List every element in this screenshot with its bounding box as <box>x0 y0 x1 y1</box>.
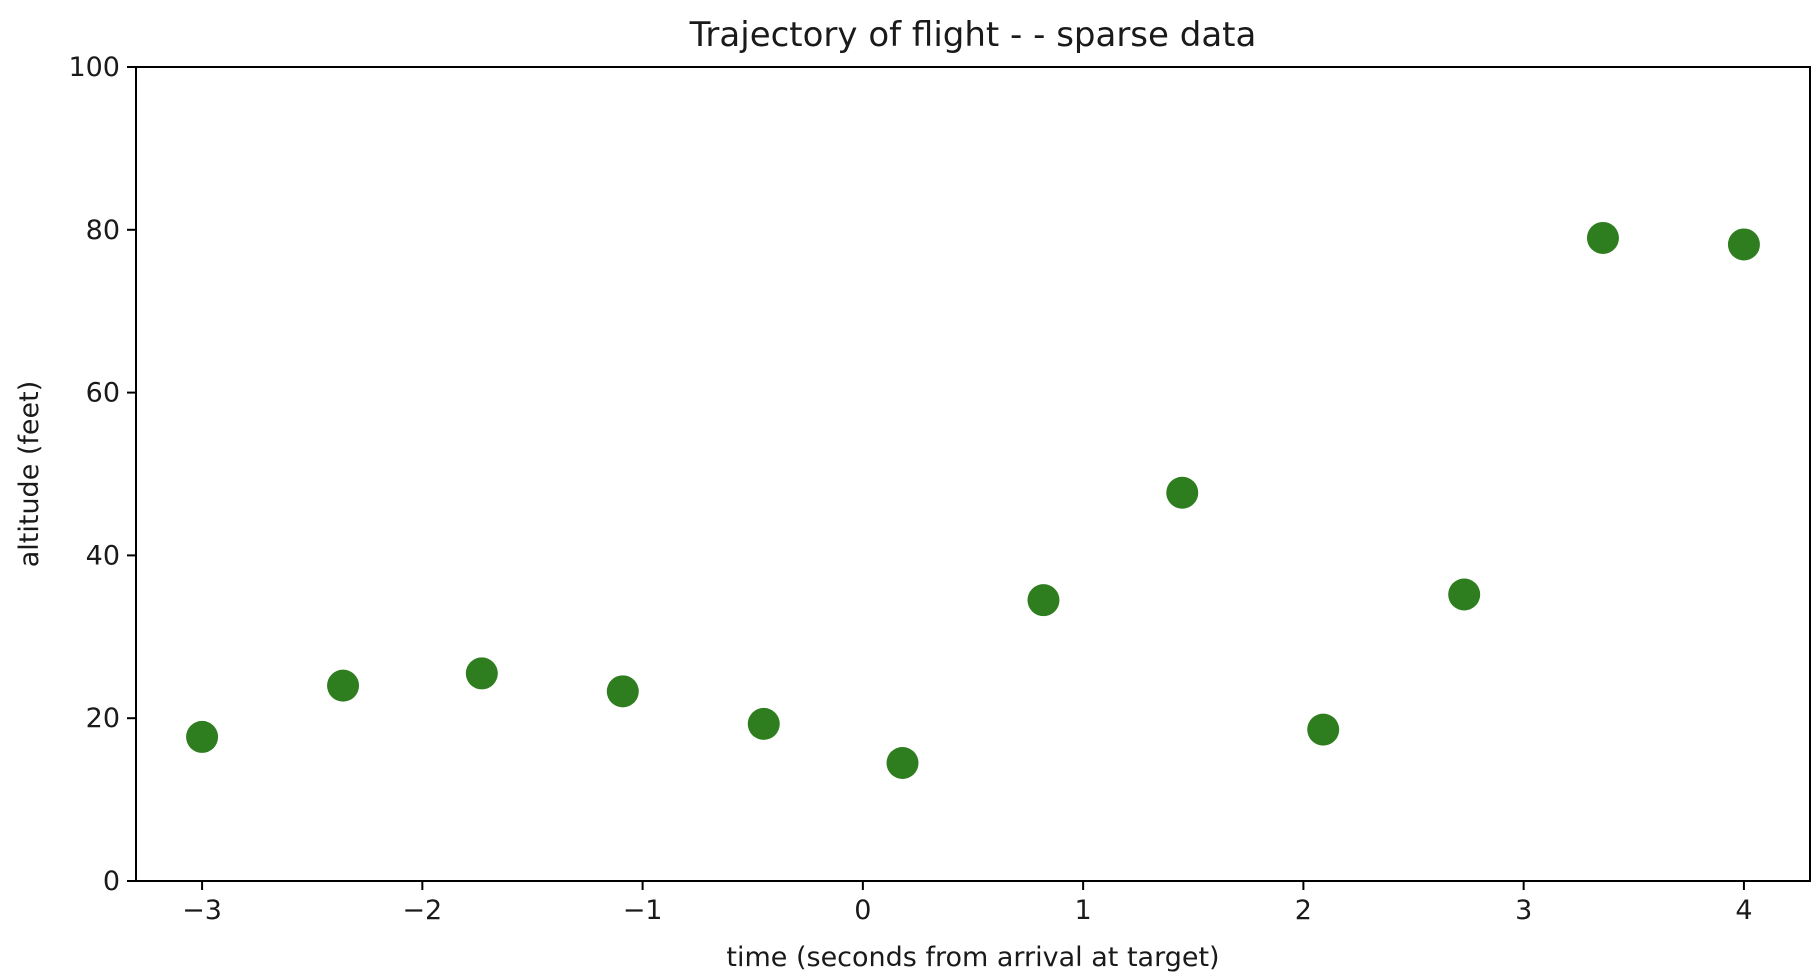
x-axis: −3 −2 −1 0 1 2 3 4 <box>182 881 1753 926</box>
data-point <box>1727 228 1760 261</box>
x-tick-label: −2 <box>402 895 442 926</box>
data-point <box>886 746 919 779</box>
x-tick-label: −1 <box>623 895 663 926</box>
plot-frame <box>135 66 1811 882</box>
x-tick-label: −3 <box>182 895 222 926</box>
data-point <box>465 657 498 690</box>
data-points <box>186 221 1760 779</box>
x-tick-label: 1 <box>1075 895 1092 926</box>
x-tick-label: 0 <box>854 895 871 926</box>
y-tick-label: 80 <box>86 215 120 246</box>
data-point <box>1586 221 1619 254</box>
x-axis-label: time (seconds from arrival at target) <box>726 942 1219 973</box>
data-point <box>747 707 780 740</box>
x-tick-label: 3 <box>1515 895 1532 926</box>
plot-area: −3 −2 −1 0 1 2 3 4 0 20 40 60 80 100 <box>68 52 1811 926</box>
data-point <box>606 675 639 708</box>
y-tick-label: 100 <box>68 52 120 83</box>
data-point <box>1448 578 1481 611</box>
y-tick-label: 60 <box>86 378 120 409</box>
y-axis: 0 20 40 60 80 100 <box>68 52 136 897</box>
data-point <box>1027 584 1060 617</box>
chart-title: Trajectory of flight - - sparse data <box>689 15 1257 55</box>
y-tick-label: 20 <box>86 703 120 734</box>
y-tick-label: 40 <box>86 540 120 571</box>
data-point <box>1307 713 1340 746</box>
x-tick-label: 2 <box>1295 895 1312 926</box>
y-axis-label: altitude (feet) <box>14 381 45 568</box>
data-point <box>1166 476 1199 509</box>
data-point <box>327 669 360 702</box>
x-tick-label: 4 <box>1735 895 1752 926</box>
data-point <box>186 720 219 753</box>
y-tick-label: 0 <box>103 866 120 897</box>
